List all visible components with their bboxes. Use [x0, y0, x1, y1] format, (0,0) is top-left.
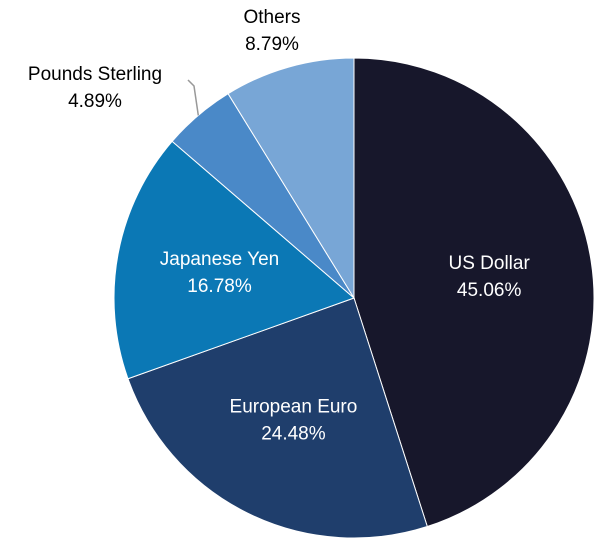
slice-label: Pounds Sterling — [28, 64, 162, 85]
pie-slice — [127, 297, 428, 539]
slice-value: 45.06% — [457, 280, 522, 301]
slice-value: 8.79% — [245, 34, 299, 55]
slice-label: European Euro — [230, 397, 358, 418]
slice-label: Japanese Yen — [160, 249, 279, 270]
pie-slice — [113, 140, 355, 380]
slice-value: 24.48% — [261, 424, 326, 445]
pie-slice — [227, 57, 355, 300]
slice-value: 4.89% — [68, 91, 122, 112]
pie-slice — [353, 57, 595, 528]
leader-line — [187, 79, 200, 116]
slice-label: Others — [243, 7, 300, 28]
slice-value: 16.78% — [187, 276, 252, 297]
slice-label: US Dollar — [448, 253, 530, 274]
